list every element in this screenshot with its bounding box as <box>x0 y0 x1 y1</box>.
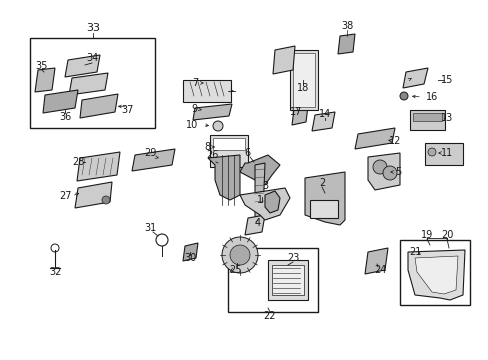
Text: 33: 33 <box>86 23 100 33</box>
Polygon shape <box>207 155 240 200</box>
Text: 6: 6 <box>244 148 249 158</box>
Polygon shape <box>132 149 175 171</box>
Bar <box>227 248 317 312</box>
Bar <box>30 38 155 128</box>
Bar <box>183 80 230 102</box>
Bar <box>309 200 337 218</box>
Polygon shape <box>240 188 289 220</box>
Text: 32: 32 <box>49 267 61 277</box>
Circle shape <box>213 121 223 131</box>
Polygon shape <box>77 152 120 181</box>
Polygon shape <box>291 106 307 125</box>
Polygon shape <box>264 191 280 213</box>
Text: 13: 13 <box>440 113 452 123</box>
Polygon shape <box>80 94 118 118</box>
Text: 19: 19 <box>420 230 432 240</box>
Text: 37: 37 <box>122 105 134 115</box>
Text: 23: 23 <box>286 253 299 263</box>
Circle shape <box>427 148 435 156</box>
Polygon shape <box>407 250 464 300</box>
Polygon shape <box>305 172 345 225</box>
Bar <box>424 143 462 165</box>
Polygon shape <box>402 68 427 88</box>
Text: 34: 34 <box>86 53 98 63</box>
Bar <box>271 265 304 295</box>
Text: 8: 8 <box>203 142 210 152</box>
Bar <box>399 240 469 305</box>
Bar <box>292 53 314 107</box>
Text: 35: 35 <box>36 61 48 71</box>
Polygon shape <box>414 256 457 294</box>
Text: 11: 11 <box>440 148 452 158</box>
Polygon shape <box>75 182 112 208</box>
Text: 30: 30 <box>183 253 196 263</box>
Bar <box>267 260 307 300</box>
Polygon shape <box>272 46 294 74</box>
Text: 7: 7 <box>191 78 198 88</box>
Text: 18: 18 <box>296 83 308 93</box>
Bar <box>409 110 444 130</box>
Text: 4: 4 <box>254 218 261 228</box>
Circle shape <box>102 196 110 204</box>
Polygon shape <box>311 112 334 131</box>
Bar <box>209 135 247 167</box>
Bar <box>412 113 441 121</box>
Polygon shape <box>367 153 399 190</box>
Text: 21: 21 <box>408 247 420 257</box>
Text: 22: 22 <box>263 311 276 321</box>
Polygon shape <box>364 248 387 274</box>
Bar <box>213 138 244 150</box>
Text: 26: 26 <box>205 150 218 160</box>
Polygon shape <box>244 215 264 235</box>
Text: 15: 15 <box>440 75 452 85</box>
Text: 31: 31 <box>143 223 156 233</box>
Polygon shape <box>69 73 108 95</box>
Text: 29: 29 <box>143 148 156 158</box>
Text: 38: 38 <box>340 21 352 31</box>
Circle shape <box>399 92 407 100</box>
Bar <box>289 50 317 110</box>
Circle shape <box>222 237 258 273</box>
Text: 24: 24 <box>373 265 386 275</box>
Polygon shape <box>337 34 354 54</box>
Text: 9: 9 <box>190 104 197 114</box>
Circle shape <box>229 245 249 265</box>
Text: 12: 12 <box>388 136 400 146</box>
Polygon shape <box>354 128 394 149</box>
Text: 20: 20 <box>440 230 452 240</box>
Polygon shape <box>193 104 231 120</box>
Text: 36: 36 <box>59 112 71 122</box>
Circle shape <box>382 166 396 180</box>
Text: 1: 1 <box>256 195 263 205</box>
Text: 14: 14 <box>318 109 330 119</box>
Polygon shape <box>35 68 55 92</box>
Text: 28: 28 <box>72 157 84 167</box>
Polygon shape <box>254 163 264 218</box>
Polygon shape <box>65 55 100 77</box>
Text: 25: 25 <box>228 265 241 275</box>
Text: 27: 27 <box>59 191 71 201</box>
Polygon shape <box>43 90 78 113</box>
Circle shape <box>372 160 386 174</box>
Polygon shape <box>240 155 280 185</box>
Text: 10: 10 <box>185 120 198 130</box>
Text: 5: 5 <box>394 167 400 177</box>
Text: 3: 3 <box>262 181 267 191</box>
Text: 16: 16 <box>425 92 437 102</box>
Text: 17: 17 <box>289 107 302 117</box>
Polygon shape <box>183 243 198 261</box>
Text: 2: 2 <box>318 178 325 188</box>
